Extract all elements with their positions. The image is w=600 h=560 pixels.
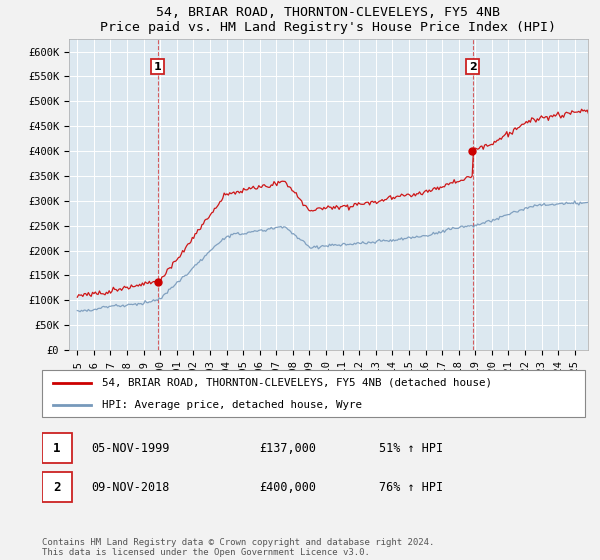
Text: 1: 1 <box>154 62 161 72</box>
Text: 51% ↑ HPI: 51% ↑ HPI <box>379 441 443 455</box>
Text: £400,000: £400,000 <box>259 480 316 494</box>
Text: HPI: Average price, detached house, Wyre: HPI: Average price, detached house, Wyre <box>102 400 362 410</box>
Text: 54, BRIAR ROAD, THORNTON-CLEVELEYS, FY5 4NB (detached house): 54, BRIAR ROAD, THORNTON-CLEVELEYS, FY5 … <box>102 378 492 388</box>
FancyBboxPatch shape <box>42 433 72 463</box>
Text: 1: 1 <box>53 441 61 455</box>
Text: Contains HM Land Registry data © Crown copyright and database right 2024.
This d: Contains HM Land Registry data © Crown c… <box>42 538 434 557</box>
Text: 2: 2 <box>53 480 61 494</box>
FancyBboxPatch shape <box>42 472 72 502</box>
Text: 2: 2 <box>469 62 476 72</box>
Text: £137,000: £137,000 <box>259 441 316 455</box>
Title: 54, BRIAR ROAD, THORNTON-CLEVELEYS, FY5 4NB
Price paid vs. HM Land Registry's Ho: 54, BRIAR ROAD, THORNTON-CLEVELEYS, FY5 … <box>101 6 557 34</box>
FancyBboxPatch shape <box>42 370 585 417</box>
Text: 76% ↑ HPI: 76% ↑ HPI <box>379 480 443 494</box>
Text: 05-NOV-1999: 05-NOV-1999 <box>91 441 169 455</box>
Text: 09-NOV-2018: 09-NOV-2018 <box>91 480 169 494</box>
